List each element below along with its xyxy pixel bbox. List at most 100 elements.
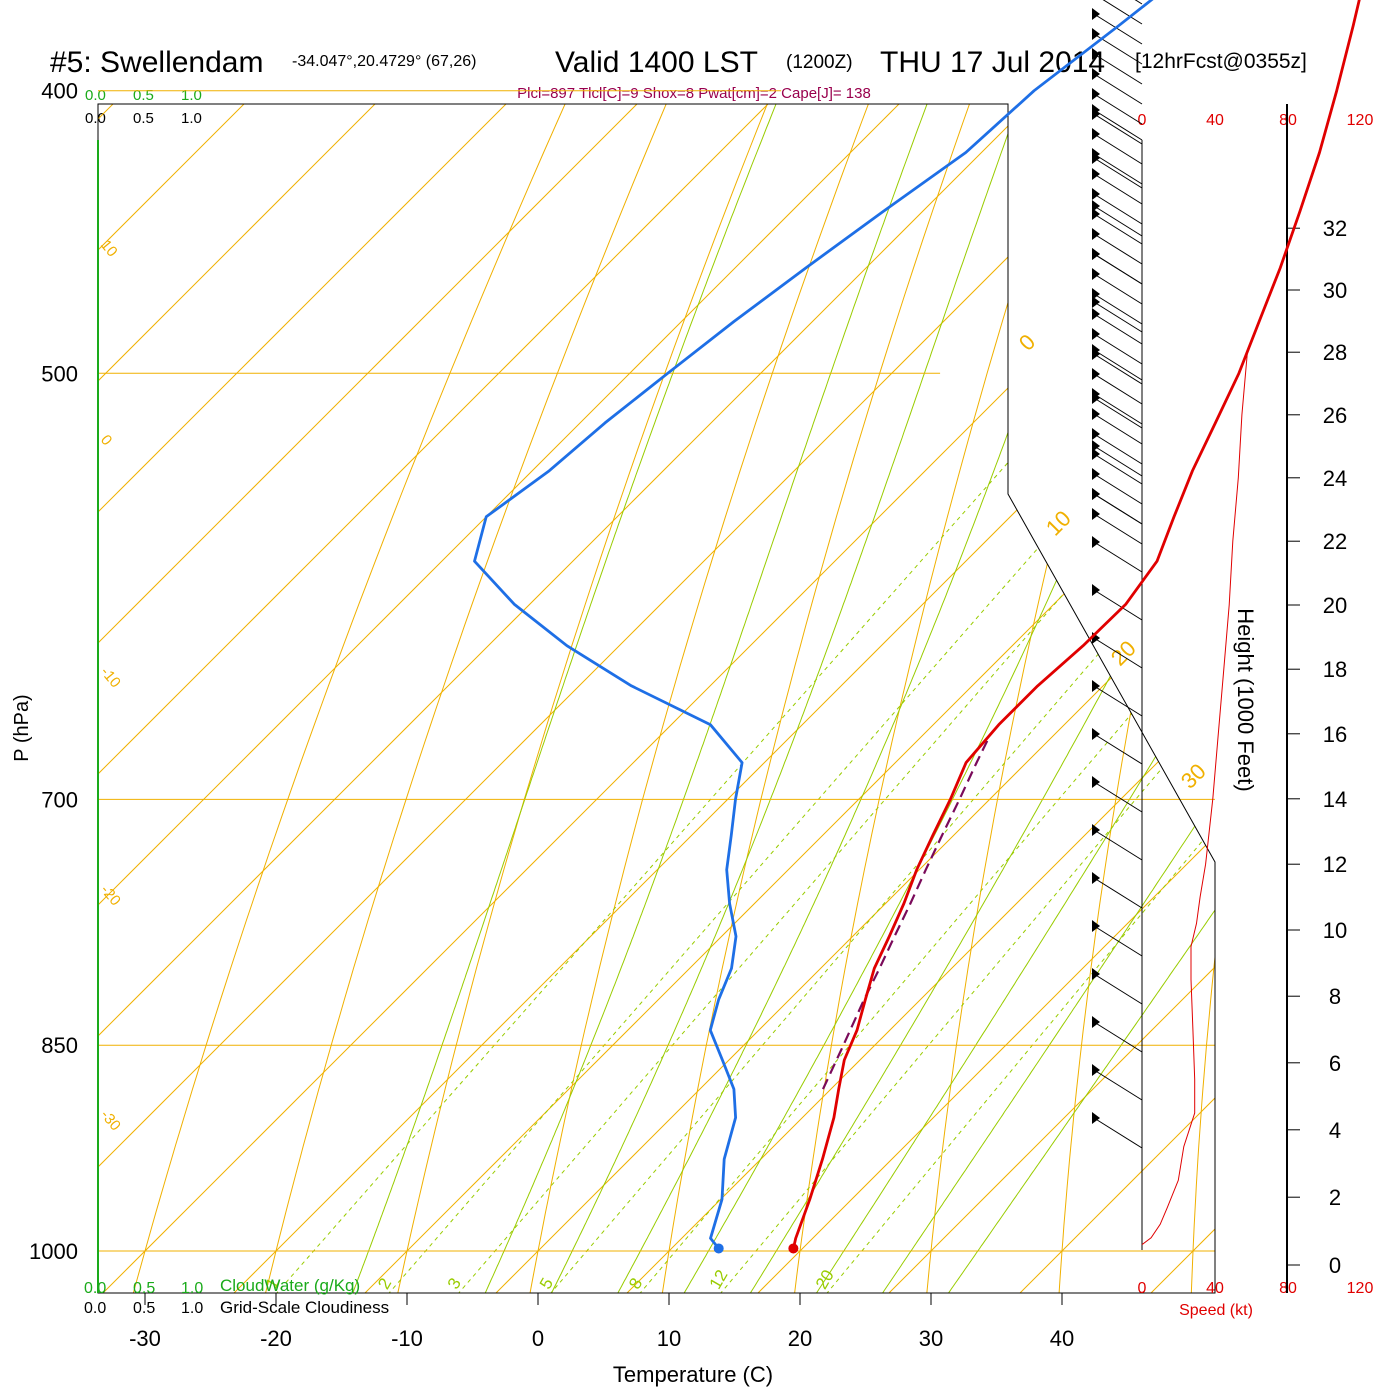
wind-barb-flag bbox=[1092, 388, 1100, 400]
mixing-ratio-label: 12 bbox=[706, 1267, 732, 1293]
x-tick-label: 0 bbox=[532, 1326, 544, 1351]
cloudiness-tick: 1.0 bbox=[181, 1300, 203, 1317]
wind-barb-flag bbox=[1092, 468, 1100, 480]
height-tick-label: 18 bbox=[1323, 657, 1347, 682]
speed-tick-top: 80 bbox=[1279, 112, 1297, 129]
wind-barb bbox=[1093, 13, 1143, 45]
cloudwater-tick: 1.0 bbox=[181, 1280, 203, 1297]
wind-barb bbox=[1093, 353, 1143, 385]
y-axis-ticks: 1000850700500400300250 bbox=[29, 79, 78, 1264]
wind-barb bbox=[1093, 273, 1143, 305]
speed-tick-top: 0 bbox=[1138, 112, 1147, 129]
wind-barb bbox=[1093, 1117, 1143, 1149]
wind-barb-flag bbox=[1092, 308, 1100, 320]
cloudiness-tick: 0.5 bbox=[133, 110, 154, 127]
x-tick-label: -30 bbox=[129, 1326, 161, 1351]
wind-barb-flag bbox=[1092, 228, 1100, 240]
height-axis-label: Height (1000 Feet) bbox=[1233, 608, 1258, 791]
wind-barb-flag bbox=[1092, 348, 1100, 360]
dry-adiabat-line bbox=[257, 104, 973, 1293]
mixing-ratio-label: 5 bbox=[536, 1275, 557, 1293]
dry-adiabat-line bbox=[657, 104, 1215, 1293]
isotherm-label: -30 bbox=[97, 1107, 124, 1135]
cloudwater-tick: 0.0 bbox=[84, 1280, 106, 1297]
x-tick-label: 40 bbox=[1050, 1326, 1074, 1351]
wind-barb bbox=[1093, 333, 1143, 365]
mixing-ratio-label: 20 bbox=[812, 1267, 838, 1293]
x-tick-label: -20 bbox=[260, 1326, 292, 1351]
cloudwater-scale-top: 0.0 0.5 1.0 bbox=[85, 87, 202, 104]
wind-barb bbox=[1093, 233, 1143, 265]
wind-barb-flag bbox=[1092, 440, 1100, 452]
wind-barb-flag bbox=[1092, 428, 1100, 440]
mixing-ratio-line bbox=[533, 104, 1215, 1293]
wind-barb bbox=[1093, 1069, 1143, 1101]
wind-barb bbox=[1093, 781, 1143, 813]
wind-barb bbox=[1093, 133, 1143, 165]
cloudiness-tick: 0.0 bbox=[85, 110, 106, 127]
wind-barb-flag bbox=[1092, 368, 1100, 380]
dry-adiabat-line bbox=[1189, 104, 1215, 1293]
dry-adiabat-line bbox=[124, 104, 886, 1293]
wind-barb bbox=[1093, 193, 1143, 225]
wind-barb-flag bbox=[1092, 920, 1100, 932]
height-tick-label: 26 bbox=[1323, 403, 1347, 428]
forecast-info: [12hrFcst@0355z] bbox=[1135, 50, 1307, 73]
speed-tick-bottom: 120 bbox=[1347, 1280, 1374, 1297]
wind-barb bbox=[1093, 349, 1143, 381]
dry-adiabat-line bbox=[523, 104, 1147, 1293]
height-tick-label: 30 bbox=[1323, 278, 1347, 303]
wind-barb bbox=[1093, 589, 1143, 621]
height-tick-label: 16 bbox=[1323, 722, 1347, 747]
wind-barb bbox=[1093, 493, 1143, 525]
wind-barb bbox=[1093, 973, 1143, 1005]
isotherm-line bbox=[201, 104, 1215, 1293]
wind-barb-flag bbox=[1092, 288, 1100, 300]
wind-barb bbox=[1093, 313, 1143, 345]
wind-barb bbox=[1093, 397, 1143, 429]
isotherm-line bbox=[594, 104, 1215, 1293]
wind-barb-flag bbox=[1092, 328, 1100, 340]
speed-tick-top: 40 bbox=[1206, 112, 1224, 129]
moist-adiabat-line bbox=[541, 104, 1215, 1293]
cloudiness-scale-bottom: 0.0 0.5 1.0 Grid-Scale Cloudiness bbox=[84, 1298, 389, 1317]
wind-barb bbox=[1093, 113, 1143, 145]
stability-indices: Plcl=897 Tlcl[C]=9 Shox=8 Pwat[cm]=2 Cap… bbox=[517, 85, 871, 102]
wind-barb-flag bbox=[1092, 296, 1100, 308]
wind-barb bbox=[1093, 213, 1143, 245]
cloudwater-label: CloudWater (g/Kg) bbox=[220, 1276, 360, 1295]
mixing-ratio-line bbox=[441, 104, 1215, 1293]
surface-dewpoint-marker bbox=[713, 1243, 724, 1254]
moist-adiabat-line bbox=[737, 104, 1215, 1293]
isotherm-line bbox=[98, 104, 1215, 1293]
cloudiness-tick: 0.5 bbox=[133, 1300, 155, 1317]
speed-axis-label: Speed (kt) bbox=[1179, 1302, 1253, 1319]
cloudwater-tick: 0.5 bbox=[133, 87, 154, 104]
wind-barb-flag bbox=[1092, 824, 1100, 836]
wind-barb bbox=[1093, 293, 1143, 325]
isotherm-label: 20 bbox=[1106, 636, 1141, 671]
mixing-ratio-label: 2 bbox=[374, 1275, 395, 1293]
wind-barb-flag bbox=[1092, 248, 1100, 260]
wind-barb bbox=[1093, 1021, 1143, 1053]
height-tick-label: 2 bbox=[1329, 1185, 1341, 1210]
isotherm-line bbox=[98, 104, 1215, 1293]
wind-barb-flag bbox=[1092, 1112, 1100, 1124]
wind-barb bbox=[1093, 445, 1143, 477]
cloudiness-scale-top: 0.0 0.5 1.0 bbox=[85, 110, 202, 127]
isotherm-line bbox=[98, 104, 1215, 1293]
wind-barb-flag bbox=[1092, 200, 1100, 212]
wind-barb bbox=[1093, 453, 1143, 485]
wind-barb-flag bbox=[1092, 448, 1100, 460]
cloudiness-label: Grid-Scale Cloudiness bbox=[220, 1298, 389, 1317]
y-tick-label: 1000 bbox=[29, 1239, 78, 1264]
height-tick-label: 22 bbox=[1323, 529, 1347, 554]
height-tick-label: 4 bbox=[1329, 1118, 1341, 1143]
height-tick-label: 14 bbox=[1323, 787, 1347, 812]
cloudwater-scale-bottom: 0.0 0.5 1.0 CloudWater (g/Kg) bbox=[84, 1276, 360, 1297]
valid-date: THU 17 Jul 2014 bbox=[880, 46, 1105, 79]
wind-barb bbox=[1093, 205, 1143, 237]
wind-barb-flag bbox=[1092, 68, 1100, 80]
wind-barb-flag bbox=[1092, 48, 1100, 60]
